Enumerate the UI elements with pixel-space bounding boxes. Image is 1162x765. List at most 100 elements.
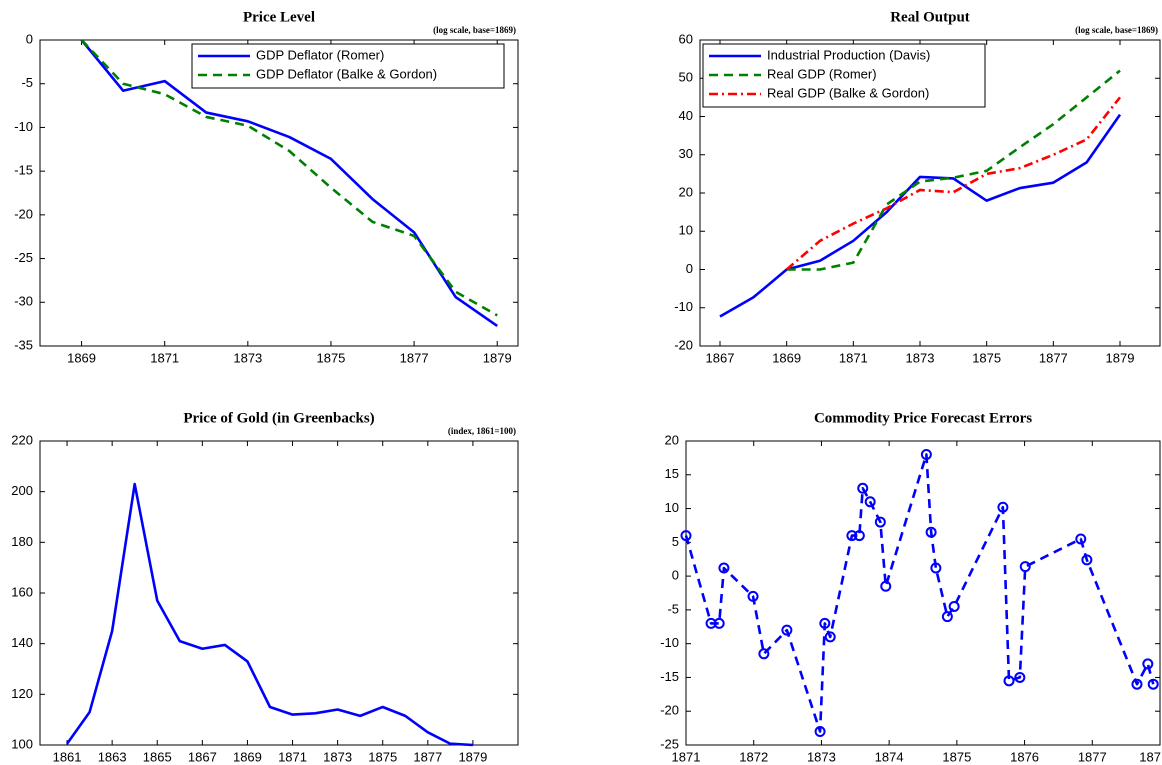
y-tick-label: 120 [11,686,33,701]
y-tick-label: 20 [665,432,679,447]
data-point [1075,533,1087,545]
x-tick-label: 1874 [875,749,904,764]
x-tick-label: 1863 [98,749,127,764]
legend-label: Industrial Production (Davis) [767,47,930,62]
data-point [930,562,942,574]
data-point [747,590,759,602]
series-line [785,96,1122,271]
subplot: Price of Gold (in Greenbacks) (index, 186… [11,410,519,764]
y-tick-label: 20 [679,184,693,199]
y-tick-label: 220 [11,432,33,447]
x-tick-label: 1867 [188,749,217,764]
data-point [1081,554,1093,566]
plot-area [685,440,1161,746]
y-tick-label: -5 [21,75,33,90]
y-tick-label: -5 [667,601,679,616]
legend-label: GDP Deflator (Balke & Gordon) [256,66,437,81]
y-tick-label: 50 [679,70,693,85]
data-point [1142,658,1154,670]
y-tick-label: 0 [672,568,679,583]
y-tick-label: -10 [674,299,693,314]
y-tick-label: -20 [660,703,679,718]
data-point [781,624,793,636]
data-point [880,580,892,592]
x-tick-label: 1879 [458,749,487,764]
x-tick-label: 1877 [413,749,442,764]
data-point [1131,678,1143,690]
x-tick-label: 1873 [233,350,262,365]
subplot: Real Output (log scale, base=1869) -20 -10 0… [674,9,1161,365]
series-line [684,453,1155,733]
data-point [846,530,858,542]
x-tick-label: 1867 [706,350,735,365]
data-point [1014,671,1026,683]
data-point [1147,678,1159,690]
legend-label: Real GDP (Balke & Gordon) [767,85,929,100]
chart-title: Commodity Price Forecast Errors [814,410,1032,426]
x-tick-label: 1871 [150,350,179,365]
x-tick-label: 1871 [278,749,307,764]
x-tick-label: 1873 [323,749,352,764]
chart-title: Price Level [243,9,315,25]
legend-label: Real GDP (Romer) [767,66,877,81]
y-tick-label: -15 [14,163,33,178]
legend-label: GDP Deflator (Romer) [256,47,384,62]
x-tick-label: 1871 [672,749,701,764]
annotation: (log scale, base=1869) [433,25,516,35]
x-tick-label: 1879 [1106,350,1135,365]
y-tick-label: 10 [679,223,693,238]
x-tick-label: 1869 [772,350,801,365]
y-tick-label: -20 [674,337,693,352]
data-point [874,516,886,528]
data-point [853,530,865,542]
x-tick-label: 1875 [972,350,1001,365]
x-tick-label: 1861 [53,749,82,764]
y-tick-label: -20 [14,206,33,221]
x-tick-label: 1877 [400,350,429,365]
x-tick-label: 187 [1139,749,1161,764]
series-line [786,69,1121,271]
data-point [758,648,770,660]
y-tick-label: 60 [679,31,693,46]
legend-box [191,43,505,89]
data-point [857,482,869,494]
x-tick-label: 1873 [807,749,836,764]
y-tick-label: 15 [665,466,679,481]
plot-area [39,440,519,746]
x-tick-label: 1869 [67,350,96,365]
y-tick-label: 200 [11,483,33,498]
subplot: Commodity Price Forecast Errors -25 -20 -15… [660,410,1161,764]
data-point [718,562,730,574]
annotation: (index, 1861=100) [448,426,516,436]
y-tick-label: 180 [11,534,33,549]
y-tick-label: -30 [14,294,33,309]
data-point [814,725,826,737]
legend: GDP Deflator (Romer) GDP Deflator (Balke … [191,43,505,89]
x-tick-label: 1876 [1010,749,1039,764]
y-tick-label: 40 [679,108,693,123]
data-point [920,449,932,461]
x-tick-label: 1873 [906,350,935,365]
series-line [80,39,498,317]
y-tick-label: -25 [660,736,679,751]
data-point [824,631,836,643]
series-line [66,482,473,747]
data-point [1003,675,1015,687]
y-tick-label: 160 [11,584,33,599]
series-line [80,39,498,327]
x-tick-label: 1875 [316,350,345,365]
y-tick-label: 0 [686,261,693,276]
y-tick-label: -35 [14,337,33,352]
x-tick-label: 1872 [739,749,768,764]
x-tick-label: 1869 [233,749,262,764]
data-point [1019,561,1031,573]
x-tick-label: 1871 [839,350,868,365]
chart-title: Real Output [890,9,970,25]
plot-area [39,39,519,347]
x-tick-label: 1875 [942,749,971,764]
annotation: (log scale, base=1869) [1075,25,1158,35]
y-tick-label: 10 [665,500,679,515]
data-point [713,617,725,629]
y-tick-label: -15 [660,669,679,684]
